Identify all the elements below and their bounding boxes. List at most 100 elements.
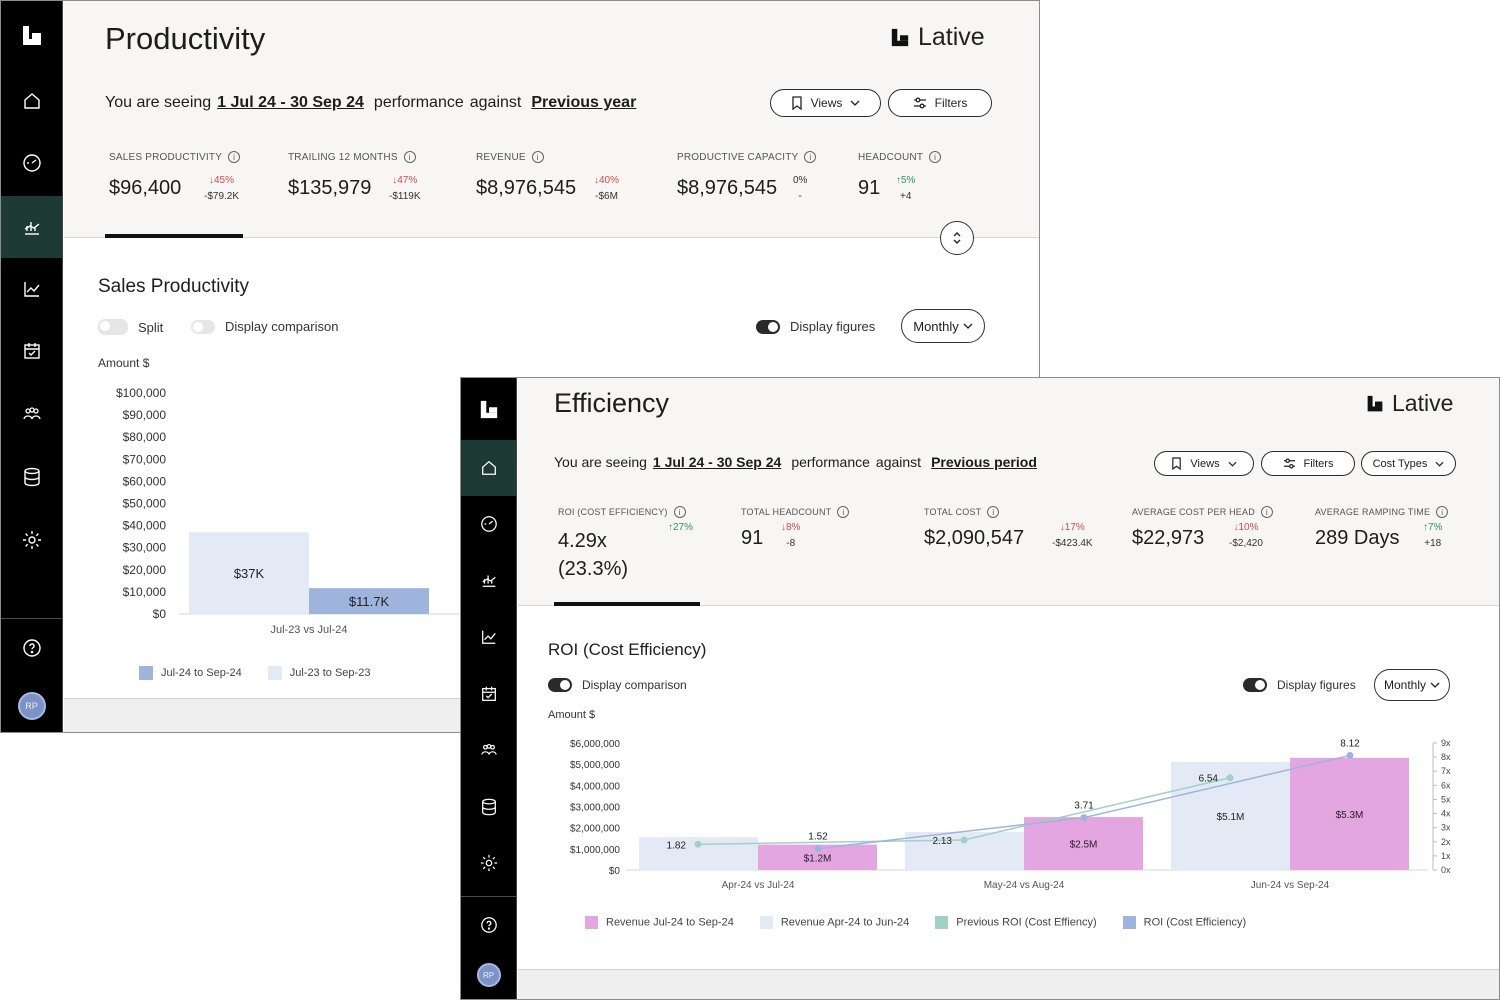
info-icon[interactable]: i	[987, 506, 1000, 518]
date-range-link[interactable]: 1 Jul 24 - 30 Sep 24	[217, 94, 364, 111]
comparison-link[interactable]: Previous period	[931, 454, 1037, 470]
nav-help-icon[interactable]	[1, 618, 62, 678]
nav-trends-icon[interactable]	[461, 609, 516, 665]
legend-item[interactable]: Jul-23 to Sep-23	[267, 666, 371, 680]
info-icon[interactable]: i	[1260, 506, 1273, 518]
toggle-switch[interactable]	[548, 678, 572, 692]
info-icon[interactable]: i	[403, 151, 416, 163]
toggle-switch[interactable]	[756, 319, 780, 334]
metric-productive-capacity[interactable]: PRODUCTIVE CAPACITY i $8,976,545 0% -	[677, 151, 817, 202]
legend-item[interactable]: Revenue Jul-24 to Sep-24	[585, 916, 734, 929]
x-tick-label: Apr-24 vs Jul-24	[722, 880, 795, 891]
display-figures-toggle[interactable]: Display figures	[1243, 678, 1356, 692]
bar[interactable]	[1290, 757, 1409, 870]
line-point[interactable]	[1226, 774, 1234, 782]
metric-revenue[interactable]: REVENUE i $8,976,545 ↓40% -$6M	[476, 151, 619, 202]
metric-sales-productivity[interactable]: SALES PRODUCTIVITY i $96,400 ↓45% -$79.2K	[109, 151, 241, 202]
nav-team-icon[interactable]	[1, 384, 62, 444]
legend-item[interactable]: ROI (Cost Efficiency)	[1122, 916, 1247, 929]
views-button[interactable]: Views	[1154, 451, 1254, 476]
info-icon[interactable]: i	[531, 151, 544, 163]
views-button[interactable]: Views	[770, 89, 881, 117]
nav-database-icon[interactable]	[1, 447, 62, 507]
metric-total-cost[interactable]: TOTAL COST i $2,090,547 ↓17% -$423.4K	[924, 506, 1093, 550]
nav-productivity-icon[interactable]	[1, 196, 62, 258]
display-comparison-toggle[interactable]: Display comparison	[548, 678, 687, 692]
filters-label: Filters	[934, 96, 968, 110]
nav-settings-icon[interactable]	[1, 510, 62, 570]
expand-collapse-button[interactable]	[940, 221, 974, 255]
info-icon[interactable]: i	[837, 506, 850, 518]
metric-total-headcount[interactable]: TOTAL HEADCOUNT i 91 ↓8% -8	[741, 506, 850, 550]
nav-settings-icon[interactable]	[461, 835, 516, 891]
toggle-switch[interactable]	[191, 319, 215, 334]
date-range-link[interactable]: 1 Jul 24 - 30 Sep 24	[652, 454, 782, 470]
metric-headcount[interactable]: HEADCOUNT i 91 ↑5% +4	[858, 151, 942, 202]
legend-item[interactable]: Jul-24 to Sep-24	[139, 666, 242, 680]
nav-home-icon[interactable]	[461, 440, 516, 496]
lative-mark-icon	[1367, 395, 1383, 411]
delta-absolute: +18	[1424, 538, 1442, 549]
legend-item[interactable]: Revenue Apr-24 to Jun-24	[759, 916, 909, 929]
nav-help-icon[interactable]	[461, 897, 516, 953]
bar-data-label: $5.3M	[1336, 810, 1364, 821]
info-icon[interactable]: i	[673, 506, 686, 518]
nav-dashboard-icon[interactable]	[461, 496, 516, 552]
metric-average-ramping-time[interactable]: AVERAGE RAMPING TIME i 289 Days ↑7% +18	[1315, 506, 1449, 550]
nav-home-icon[interactable]	[1, 71, 62, 131]
display-figures-toggle[interactable]: Display figures	[756, 319, 875, 334]
line-point[interactable]	[1346, 751, 1354, 759]
avatar[interactable]: RP	[17, 692, 46, 720]
toggle-switch[interactable]	[1243, 678, 1267, 692]
info-icon[interactable]: i	[228, 151, 241, 163]
line-point[interactable]	[960, 836, 968, 844]
comparison-link[interactable]: Previous year	[531, 94, 637, 111]
efficiency-window: RP Efficiency Lative You are seeing 1 Ju…	[460, 377, 1500, 1000]
filters-button[interactable]: Filters	[888, 89, 992, 117]
seeing-middle: performance	[373, 94, 464, 111]
metric-average-cost-per-head[interactable]: AVERAGE COST PER HEAD i $22,973 ↓10% -$2,4…	[1132, 506, 1273, 550]
metric-roi[interactable]: ROI (COST EFFICIENCY) i 4.29x (23.3%) ↑27%	[558, 506, 693, 583]
seeing-prefix: You are seeing	[105, 94, 212, 111]
line-point[interactable]	[814, 845, 822, 853]
nav-team-icon[interactable]	[461, 722, 516, 778]
chevron-down-icon	[850, 100, 860, 106]
cost-types-button[interactable]: Cost Types	[1361, 451, 1456, 476]
sidebar: RP	[461, 378, 517, 999]
nav-productivity-icon[interactable]	[461, 552, 516, 608]
line-point[interactable]	[1080, 814, 1088, 822]
nav-calendar-icon[interactable]	[1, 321, 62, 381]
bar[interactable]	[309, 588, 429, 614]
bar[interactable]	[189, 532, 309, 614]
legend-label: ROI (Cost Efficiency)	[1143, 916, 1247, 929]
legend-item[interactable]: Previous ROI (Cost Effiency)	[935, 916, 1097, 929]
info-icon[interactable]: i	[1436, 506, 1449, 518]
arrow-up-icon: ↑	[896, 175, 901, 186]
nav-database-icon[interactable]	[461, 779, 516, 835]
nav-trends-icon[interactable]	[1, 259, 62, 319]
toggle-switch[interactable]	[98, 319, 128, 335]
metric-trailing-12-months[interactable]: TRAILING 12 MONTHS i $135,979 ↓47% -$119K	[288, 151, 421, 202]
filters-button[interactable]: Filters	[1261, 451, 1355, 476]
nav-calendar-icon[interactable]	[461, 666, 516, 722]
y-tick-label: $2,000,000	[570, 824, 620, 835]
legend-label: Jul-23 to Sep-23	[289, 666, 371, 679]
toggle-label: Display figures	[790, 319, 876, 334]
y2-tick-label: 0x	[1441, 865, 1451, 875]
avatar[interactable]: RP	[476, 963, 501, 987]
lative-logo-icon[interactable]	[461, 380, 516, 440]
split-toggle[interactable]: Split	[98, 319, 163, 335]
delta-percent: 0%	[793, 175, 808, 186]
period-select[interactable]: Monthly	[901, 309, 985, 343]
period-select[interactable]: Monthly	[1374, 669, 1450, 701]
line-data-label: 2.13	[933, 836, 953, 847]
line-data-label: 3.71	[1074, 801, 1094, 812]
info-icon[interactable]: i	[804, 151, 817, 163]
lative-logo-icon[interactable]	[1, 6, 62, 66]
y-tick-label: $0	[153, 607, 167, 621]
line-point[interactable]	[694, 840, 702, 848]
info-icon[interactable]: i	[929, 151, 942, 163]
bar[interactable]	[1024, 817, 1143, 870]
display-comparison-toggle[interactable]: Display comparison	[191, 319, 338, 334]
nav-dashboard-icon[interactable]	[1, 133, 62, 193]
